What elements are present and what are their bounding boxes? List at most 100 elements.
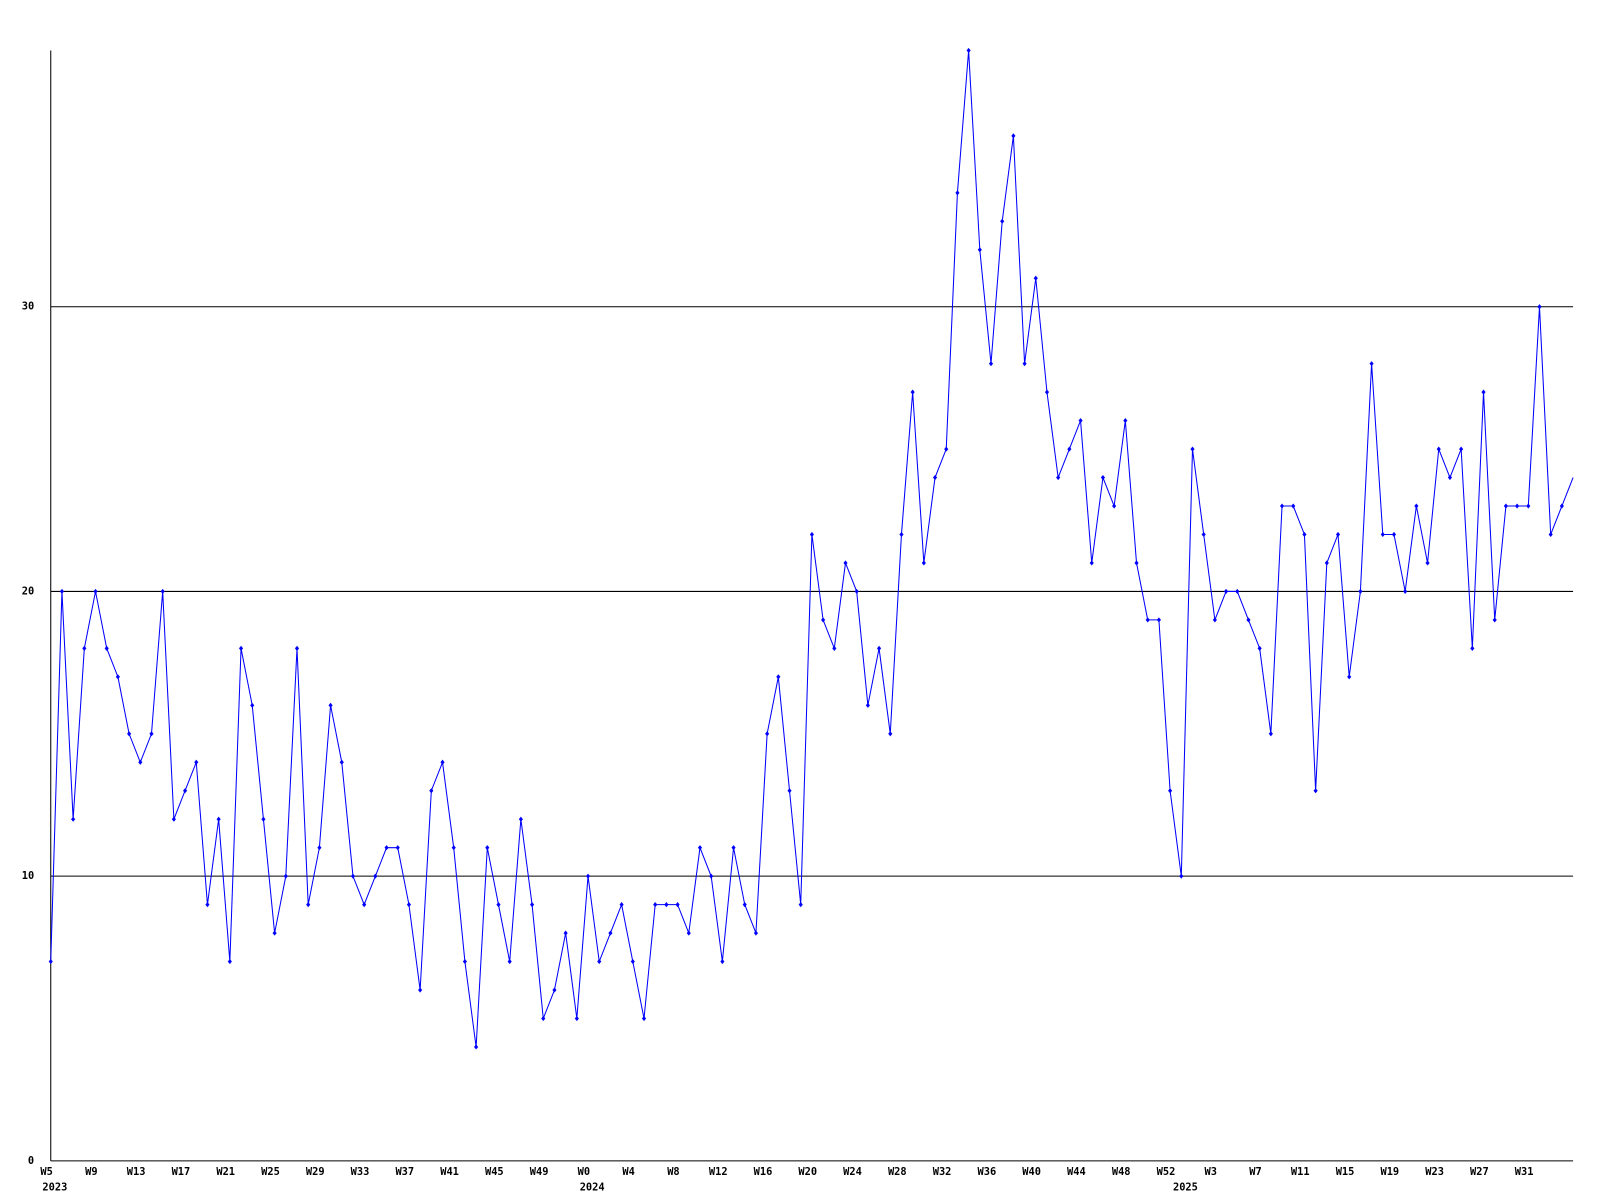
x-tick-label: W24: [843, 1166, 862, 1178]
data-point: [1548, 531, 1553, 538]
data-point: [328, 702, 333, 708]
data-point: [899, 531, 904, 538]
data-point: [127, 731, 132, 737]
data-point: [1492, 617, 1497, 623]
data-point: [664, 902, 669, 908]
x-tick-label: W20: [798, 1166, 817, 1178]
x-tick-label: W27: [1470, 1166, 1489, 1178]
data-point: [1537, 304, 1542, 310]
data-point: [1156, 617, 1161, 623]
x-tick-label: W48: [1112, 1166, 1131, 1178]
data-point: [205, 902, 210, 908]
x-tick-label: W13: [127, 1166, 146, 1178]
data-point: [1335, 531, 1341, 538]
data-point: [1470, 645, 1475, 651]
data-point: [1033, 275, 1038, 281]
data-point: [59, 588, 65, 595]
x-tick-label: W9: [85, 1166, 97, 1178]
data-point: [574, 1015, 579, 1022]
data-point: [1112, 503, 1117, 509]
x-tick-label: W44: [1067, 1166, 1086, 1178]
data-point: [182, 788, 188, 794]
data-point: [865, 702, 870, 708]
x-tick-label: W4: [622, 1166, 634, 1178]
x-tick-label: W37: [395, 1166, 414, 1178]
x-tick-label: W19: [1380, 1166, 1399, 1178]
data-point: [1403, 588, 1408, 595]
data-point: [1212, 617, 1217, 623]
data-point: [619, 902, 624, 908]
x-tick-label: W52: [1157, 1166, 1176, 1178]
data-point: [227, 958, 232, 965]
x-tick-label: W41: [440, 1166, 459, 1178]
x-tick-label: W0: [578, 1166, 590, 1178]
data-point: [160, 588, 165, 595]
data-point: [1224, 588, 1229, 595]
x-tick-label: W3: [1205, 1166, 1217, 1178]
data-point: [1447, 474, 1453, 481]
y-tick-label: 0: [28, 1155, 34, 1167]
x-tick-label: W15: [1336, 1166, 1355, 1178]
x-tick-label: W21: [216, 1166, 235, 1178]
data-point: [1414, 503, 1419, 509]
x-tick-label: W7: [1249, 1166, 1261, 1178]
data-point: [104, 645, 109, 651]
data-point: [1257, 645, 1262, 651]
x-tick-label: W33: [351, 1166, 370, 1178]
x-group-label: 2025: [1173, 1182, 1198, 1194]
data-point: [238, 645, 244, 651]
data-point: [250, 702, 255, 708]
data-point: [955, 190, 960, 196]
data-point: [630, 958, 635, 965]
data-point: [529, 902, 535, 908]
data-point: [1302, 531, 1307, 538]
x-tick-label: W8: [667, 1166, 679, 1178]
x-tick-label: W28: [888, 1166, 907, 1178]
data-point: [306, 902, 311, 908]
data-point: [731, 845, 736, 851]
data-point: [1369, 361, 1374, 367]
data-point: [418, 987, 423, 993]
data-point: [1279, 503, 1285, 509]
x-tick-label: W17: [172, 1166, 191, 1178]
data-point: [1391, 531, 1397, 538]
data-point: [1000, 218, 1005, 224]
data-point: [496, 902, 501, 908]
x-tick-label: W29: [306, 1166, 325, 1178]
data-point: [1559, 503, 1564, 509]
x-group-label: 2024: [580, 1182, 605, 1194]
data-point: [194, 759, 199, 765]
x-tick-label: W31: [1515, 1166, 1534, 1178]
y-tick-label: 30: [22, 301, 34, 313]
data-point: [138, 759, 143, 765]
data-point: [1145, 617, 1150, 623]
x-tick-label: W32: [933, 1166, 952, 1178]
data-point: [1168, 788, 1173, 794]
data-point: [1313, 788, 1318, 794]
data-point: [1503, 503, 1508, 509]
y-tick-label: 10: [22, 870, 34, 882]
data-point: [854, 588, 859, 595]
data-point: [1011, 133, 1016, 139]
data-point: [675, 902, 680, 908]
data-point: [1358, 588, 1363, 595]
x-tick-label: W23: [1425, 1166, 1444, 1178]
data-point: [395, 845, 400, 851]
data-point: [541, 1015, 546, 1022]
data-point: [1380, 531, 1385, 538]
x-tick-label: W25: [261, 1166, 280, 1178]
x-tick-label: W16: [754, 1166, 773, 1178]
data-point: [48, 958, 53, 965]
x-tick-label: W40: [1022, 1166, 1041, 1178]
data-point: [474, 1044, 479, 1050]
data-point: [82, 645, 87, 651]
data-point: [149, 731, 154, 737]
x-tick-label: W5: [40, 1166, 52, 1178]
x-tick-label: W11: [1291, 1166, 1310, 1178]
data-point: [462, 958, 467, 965]
data-point: [93, 588, 98, 595]
data-point: [765, 731, 770, 737]
data-point: [1268, 731, 1273, 737]
